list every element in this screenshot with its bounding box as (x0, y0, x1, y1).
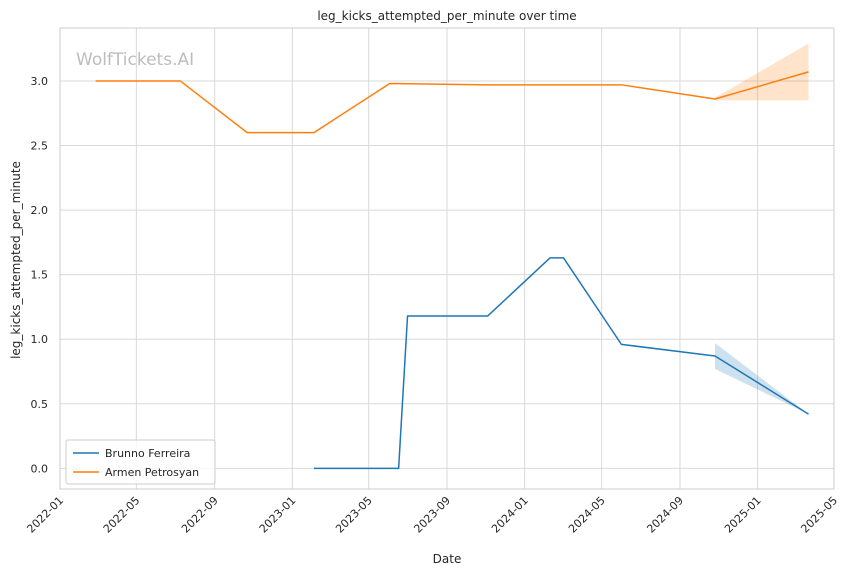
plot-frame (59, 27, 835, 490)
x-axis-ticks: 2022-01 2022-05 2022-09 2023-01 2023-05 2023-… (24, 494, 840, 536)
confidence-bands (714, 43, 809, 415)
x-tick-label: 2024-09 (644, 494, 686, 536)
confidence-band-armen-petrosyan (714, 43, 809, 101)
chart-title: leg_kicks_attempted_per_minute over time (317, 9, 576, 23)
watermark: WolfTickets.AI (76, 50, 194, 70)
x-axis-label: Date (433, 552, 462, 566)
y-tick-label: 2.5 (31, 140, 49, 153)
y-axis-label: leg_kicks_attempted_per_minute (9, 161, 23, 359)
legend-label-armen-petrosyan: Armen Petrosyan (105, 466, 199, 479)
x-tick-label: 2025-05 (798, 494, 840, 536)
x-tick-label: 2024-01 (489, 494, 531, 536)
y-tick-label: 0.5 (31, 398, 49, 411)
y-tick-label: 0.0 (31, 462, 49, 475)
legend-label-brunno-ferreira: Brunno Ferreira (105, 447, 190, 460)
y-tick-label: 2.0 (31, 204, 49, 217)
legend: Brunno Ferreira Armen Petrosyan (65, 439, 216, 485)
series-line-brunno-ferreira (313, 257, 809, 470)
x-tick-label: 2025-01 (722, 494, 764, 536)
confidence-band-brunno-ferreira (714, 343, 809, 415)
y-tick-label: 1.0 (31, 333, 49, 346)
y-tick-label: 1.5 (31, 269, 49, 282)
y-axis-ticks: 0.0 0.5 1.0 1.5 2.0 2.5 3.0 (31, 75, 49, 475)
legend-box (65, 439, 216, 485)
x-tick-label: 2022-09 (179, 494, 221, 536)
x-tick-label: 2024-05 (566, 494, 608, 536)
x-tick-label: 2023-09 (411, 494, 453, 536)
x-tick-label: 2023-01 (257, 494, 299, 536)
y-tick-label: 3.0 (31, 75, 49, 88)
series-line-armen-petrosyan (95, 71, 809, 134)
x-tick-label: 2022-01 (24, 494, 66, 536)
series-lines (95, 71, 809, 470)
x-tick-label: 2023-05 (333, 494, 375, 536)
x-tick-label: 2022-05 (101, 494, 143, 536)
